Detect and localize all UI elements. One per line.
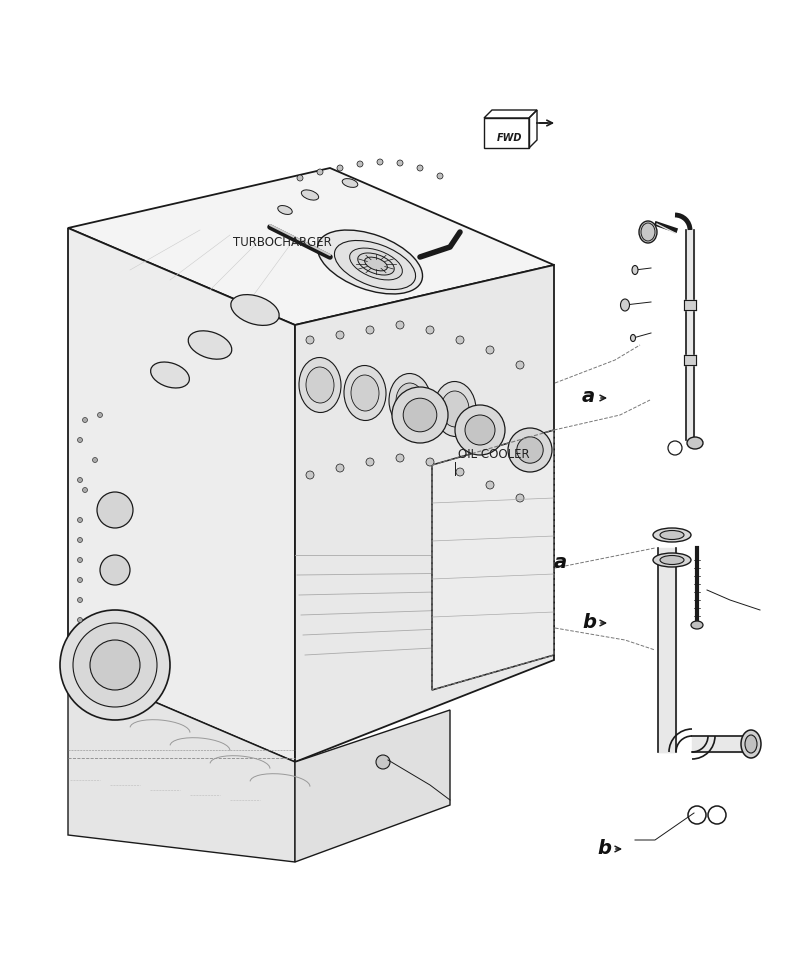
Circle shape: [426, 458, 434, 466]
Ellipse shape: [620, 299, 630, 311]
Ellipse shape: [745, 735, 757, 753]
Circle shape: [377, 159, 383, 165]
Circle shape: [403, 398, 437, 431]
Circle shape: [517, 437, 543, 463]
Ellipse shape: [188, 331, 232, 359]
Circle shape: [397, 160, 403, 166]
Text: b: b: [582, 612, 596, 631]
Circle shape: [93, 457, 97, 462]
Ellipse shape: [660, 555, 684, 564]
Circle shape: [392, 387, 448, 443]
Ellipse shape: [278, 206, 292, 214]
Circle shape: [306, 336, 314, 344]
Circle shape: [97, 492, 133, 528]
Circle shape: [78, 557, 82, 562]
Circle shape: [366, 458, 374, 466]
Ellipse shape: [653, 528, 691, 542]
Circle shape: [486, 346, 494, 354]
Polygon shape: [295, 710, 450, 862]
Circle shape: [366, 326, 374, 334]
Circle shape: [78, 618, 82, 623]
Polygon shape: [68, 228, 295, 762]
Circle shape: [396, 321, 404, 329]
Ellipse shape: [441, 391, 469, 427]
Text: FWD: FWD: [497, 133, 523, 143]
Ellipse shape: [389, 374, 431, 429]
Circle shape: [78, 518, 82, 523]
Ellipse shape: [434, 382, 476, 436]
Ellipse shape: [660, 530, 684, 539]
Circle shape: [336, 464, 344, 472]
Circle shape: [357, 161, 363, 167]
Circle shape: [78, 537, 82, 543]
Circle shape: [376, 755, 390, 769]
Text: OIL COOLER: OIL COOLER: [458, 449, 530, 461]
Ellipse shape: [641, 223, 655, 241]
Ellipse shape: [741, 730, 761, 758]
Circle shape: [78, 578, 82, 582]
Ellipse shape: [639, 221, 657, 243]
Circle shape: [465, 415, 495, 445]
Ellipse shape: [301, 190, 318, 200]
Text: b: b: [597, 839, 611, 857]
Circle shape: [297, 175, 303, 181]
Circle shape: [508, 428, 552, 472]
Circle shape: [78, 437, 82, 442]
Circle shape: [456, 336, 464, 344]
Circle shape: [82, 487, 87, 492]
Text: a: a: [554, 553, 567, 572]
Ellipse shape: [334, 240, 416, 289]
Circle shape: [73, 623, 157, 707]
Text: a: a: [582, 387, 595, 407]
Polygon shape: [432, 430, 554, 690]
Circle shape: [426, 326, 434, 334]
Polygon shape: [295, 265, 554, 762]
Ellipse shape: [351, 375, 379, 411]
Circle shape: [456, 468, 464, 476]
Ellipse shape: [632, 265, 638, 275]
Circle shape: [60, 610, 170, 720]
Ellipse shape: [630, 334, 635, 341]
Ellipse shape: [150, 362, 189, 388]
Ellipse shape: [687, 437, 703, 449]
Ellipse shape: [349, 248, 402, 280]
Circle shape: [306, 471, 314, 479]
Ellipse shape: [358, 253, 394, 275]
Circle shape: [437, 173, 443, 179]
Circle shape: [337, 165, 343, 171]
Circle shape: [90, 640, 140, 690]
Text: TURBOCHARGER: TURBOCHARGER: [233, 236, 332, 250]
Circle shape: [516, 494, 524, 502]
Ellipse shape: [396, 383, 424, 419]
Polygon shape: [68, 665, 295, 862]
Ellipse shape: [342, 179, 358, 187]
Ellipse shape: [344, 365, 386, 421]
Circle shape: [82, 417, 87, 423]
Polygon shape: [68, 168, 554, 325]
Circle shape: [516, 361, 524, 369]
Circle shape: [317, 169, 323, 175]
Circle shape: [78, 478, 82, 482]
Ellipse shape: [306, 367, 334, 403]
Circle shape: [396, 454, 404, 462]
Circle shape: [486, 481, 494, 489]
Circle shape: [100, 555, 130, 585]
Circle shape: [455, 405, 505, 455]
Ellipse shape: [691, 621, 703, 629]
Ellipse shape: [318, 230, 423, 294]
Circle shape: [336, 331, 344, 339]
Ellipse shape: [299, 357, 341, 412]
Ellipse shape: [653, 553, 691, 567]
Ellipse shape: [364, 258, 387, 271]
Ellipse shape: [230, 295, 279, 326]
Circle shape: [417, 165, 423, 171]
Circle shape: [78, 598, 82, 603]
Circle shape: [97, 412, 102, 417]
